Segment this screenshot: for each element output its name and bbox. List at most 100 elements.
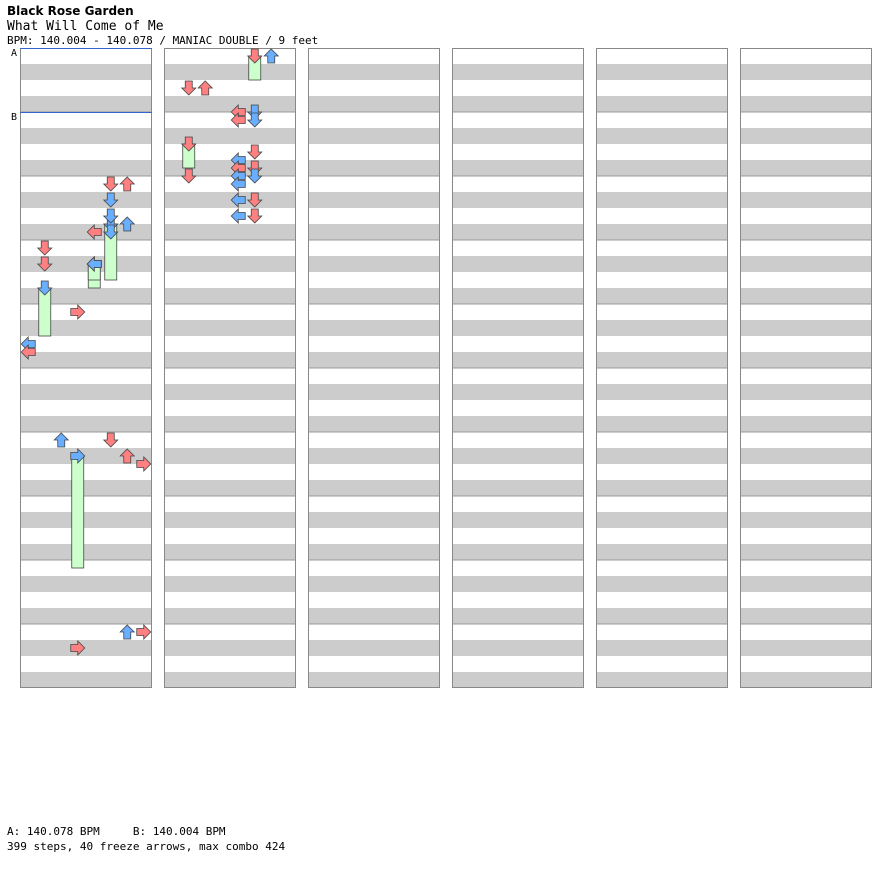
beat-stripe: [740, 544, 872, 560]
step-arrow-D: [36, 240, 53, 256]
beat-stripe: [20, 608, 152, 624]
freeze-arrow-body: [71, 455, 85, 569]
song-info: BPM: 140.004 - 140.078 / MANIAC DOUBLE /…: [7, 34, 319, 47]
step-arrow-D: [246, 112, 263, 128]
beat-stripe: [164, 544, 296, 560]
step-arrow-U: [53, 432, 70, 448]
beat-stripe: [308, 512, 440, 528]
song-title: Black Rose Garden: [7, 4, 134, 18]
beat-stripe: [20, 672, 152, 688]
beat-stripe: [20, 352, 152, 368]
beat-stripe: [740, 672, 872, 688]
beat-stripe: [740, 352, 872, 368]
beat-stripe: [164, 512, 296, 528]
beat-stripe: [308, 576, 440, 592]
column-border: [308, 48, 440, 688]
beat-stripe: [740, 256, 872, 272]
beat-stripe: [164, 256, 296, 272]
beat-stripe: [452, 96, 584, 112]
step-arrow-U: [119, 624, 136, 640]
beat-stripe: [452, 192, 584, 208]
step-arrow-L: [20, 344, 36, 360]
chart-column: [596, 48, 728, 688]
beat-stripe: [20, 384, 152, 400]
beat-stripe: [20, 512, 152, 528]
step-arrow-L: [230, 112, 246, 128]
beat-stripe: [164, 416, 296, 432]
beat-stripe: [452, 384, 584, 400]
column-border: [452, 48, 584, 688]
beat-stripe: [308, 192, 440, 208]
beat-stripe: [164, 672, 296, 688]
step-arrow-L: [230, 208, 246, 224]
step-arrow-D: [246, 144, 263, 160]
step-arrow-U: [119, 176, 136, 192]
beat-stripe: [740, 160, 872, 176]
beat-stripe: [308, 672, 440, 688]
beat-stripe: [740, 448, 872, 464]
beat-stripe: [452, 512, 584, 528]
beat-stripe: [740, 224, 872, 240]
step-arrow-D: [246, 192, 263, 208]
beat-stripe: [596, 448, 728, 464]
chart-stats: 399 steps, 40 freeze arrows, max combo 4…: [7, 840, 286, 853]
step-arrow-L: [86, 224, 102, 240]
beat-stripe: [596, 192, 728, 208]
beat-stripe: [740, 416, 872, 432]
beat-stripe: [596, 512, 728, 528]
beat-stripe: [452, 544, 584, 560]
beat-stripe: [452, 160, 584, 176]
beat-stripe: [20, 480, 152, 496]
beat-stripe: [452, 128, 584, 144]
bpm-marker: B: [11, 112, 152, 123]
beat-stripe: [20, 448, 152, 464]
step-arrow-D: [102, 176, 119, 192]
beat-stripe: [452, 224, 584, 240]
beat-stripe: [20, 64, 152, 80]
beat-stripe: [596, 288, 728, 304]
beat-stripe: [308, 608, 440, 624]
beat-stripe: [164, 160, 296, 176]
step-arrow-D: [180, 136, 197, 152]
song-subtitle: What Will Come of Me: [7, 19, 164, 34]
beat-stripe: [164, 352, 296, 368]
beat-stripe: [452, 416, 584, 432]
beat-stripe: [452, 672, 584, 688]
beat-stripe: [20, 416, 152, 432]
beat-stripe: [20, 128, 152, 144]
beat-stripe: [164, 320, 296, 336]
beat-stripe: [20, 224, 152, 240]
beat-stripe: [164, 288, 296, 304]
column-border: [596, 48, 728, 688]
beat-stripe: [740, 96, 872, 112]
beat-stripe: [164, 384, 296, 400]
bpm-legend: A: 140.078 BPM B: 140.004 BPM: [7, 824, 285, 839]
step-arrow-D: [36, 280, 53, 296]
beat-stripe: [596, 128, 728, 144]
column-border: [164, 48, 296, 688]
step-arrow-L: [86, 256, 102, 272]
step-arrow-U: [119, 216, 136, 232]
beat-stripe: [596, 480, 728, 496]
beat-stripe: [308, 448, 440, 464]
beat-stripe: [596, 384, 728, 400]
beat-stripe: [596, 416, 728, 432]
beat-stripe: [452, 448, 584, 464]
beat-stripe: [452, 480, 584, 496]
beat-stripe: [20, 576, 152, 592]
step-arrow-L: [230, 176, 246, 192]
beat-stripe: [308, 416, 440, 432]
beat-stripe: [164, 96, 296, 112]
step-arrow-R: [70, 304, 86, 320]
step-arrow-R: [70, 640, 86, 656]
beat-stripe: [164, 480, 296, 496]
step-arrow-D: [180, 168, 197, 184]
step-arrow-U: [263, 48, 280, 64]
chart-column: [740, 48, 872, 688]
step-arrow-D: [36, 256, 53, 272]
beat-stripe: [308, 160, 440, 176]
beat-stripe: [740, 576, 872, 592]
beat-stripe: [740, 288, 872, 304]
bpm-marker-label: B: [11, 112, 17, 123]
